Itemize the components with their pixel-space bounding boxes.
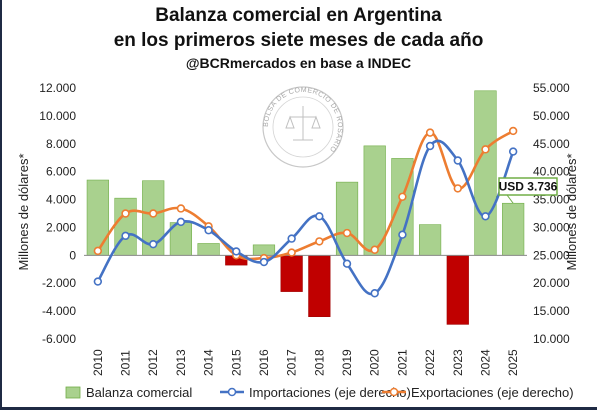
y-left-tick-label: 10.000 (39, 109, 76, 123)
x-tick-label-2013: 2013 (174, 349, 188, 376)
x-tick-label-2019: 2019 (340, 349, 354, 376)
chart-title: Balanza comercial en Argentina (155, 5, 442, 26)
bar-balanza-2016 (252, 244, 276, 256)
y-right-tick-label: 20.000 (533, 276, 570, 290)
y-axis-right-label: Millones de dólares* (564, 153, 579, 270)
point-exportaciones-2023 (453, 184, 462, 193)
point-importaciones-2011 (121, 231, 130, 241)
bar-balanza-2014 (197, 243, 220, 256)
bar-balanza-2010 (86, 179, 109, 256)
legend-swatch-balanza (65, 386, 81, 399)
legend-marker-exportaciones (389, 387, 399, 397)
point-exportaciones-2025 (508, 126, 518, 136)
y-axis-left-label: Millones de dólares* (16, 153, 31, 270)
y-left-tick-label: 6.000 (46, 165, 76, 179)
point-importaciones-2016 (259, 257, 269, 267)
point-exportaciones-2024 (481, 145, 490, 154)
point-importaciones-2022 (425, 141, 435, 151)
y-right-tick-label: 25.000 (533, 248, 570, 262)
annotation-leader (506, 194, 514, 204)
watermark-seal: BOLSA DE COMERCIO DE ROSARIO (262, 86, 344, 168)
point-importaciones-2024 (481, 212, 490, 221)
annotation-box (498, 177, 558, 196)
y-left-tick-label: 4.000 (46, 193, 76, 207)
x-tick-label-2022: 2022 (423, 349, 437, 376)
legend: Balanza comercial Importaciones (eje der… (65, 385, 574, 400)
point-exportaciones-2010 (93, 246, 103, 256)
x-tick-label-2017: 2017 (285, 349, 299, 376)
point-exportaciones-2013 (176, 204, 186, 213)
point-exportaciones-2019 (342, 228, 352, 238)
y-right-tick-label: 55.000 (533, 81, 570, 95)
x-tick-label-2024: 2024 (478, 349, 492, 376)
legend-marker-importaciones (227, 387, 237, 397)
chart-subtitle: @BCRmercados en base a INDEC (185, 55, 412, 71)
y-left-tick-label: 8.000 (46, 137, 76, 151)
x-tick-label-2012: 2012 (146, 349, 160, 376)
point-exportaciones-2017 (287, 248, 296, 257)
x-tick-label-2021: 2021 (395, 349, 409, 376)
point-exportaciones-2012 (149, 209, 158, 218)
bar-balanza-2017 (280, 255, 303, 292)
y-right-tick-label: 50.000 (533, 109, 570, 123)
point-exportaciones-2011 (121, 209, 130, 218)
x-tick-label-2016: 2016 (257, 349, 271, 376)
y-left-tick-label: -2.000 (42, 276, 76, 290)
point-importaciones-2020 (370, 289, 379, 298)
y-right-tick-label: 40.000 (533, 165, 570, 179)
y-left-tick-label: 0 (69, 248, 76, 262)
point-exportaciones-2021 (398, 192, 407, 201)
y-left-tick-label: -4.000 (42, 304, 76, 318)
x-tick-label-2014: 2014 (202, 349, 216, 376)
point-importaciones-2025 (508, 147, 518, 156)
x-tick-label-2023: 2023 (451, 349, 465, 376)
point-importaciones-2021 (398, 230, 407, 239)
bar-balanza-2022 (418, 224, 442, 256)
legend-label-exportaciones: Exportaciones (eje derecho) (411, 385, 574, 400)
point-importaciones-2013 (176, 217, 186, 227)
y-left-tick-label: -6.000 (42, 332, 76, 346)
y-right-tick-label: 10.000 (533, 332, 570, 346)
point-importaciones-2017 (287, 234, 296, 243)
y-left-tick-label: 12.000 (39, 81, 76, 95)
x-tick-label-2011: 2011 (119, 350, 133, 376)
y-right-tick-label: 45.000 (533, 137, 570, 151)
y-right-tick-label: 15.000 (533, 304, 570, 318)
point-exportaciones-2018 (315, 237, 324, 246)
x-tick-label-2025: 2025 (506, 349, 520, 376)
y-right-tick-label: 30.000 (533, 220, 570, 234)
point-exportaciones-2022 (425, 128, 435, 137)
bar-balanza-2025 (502, 202, 525, 256)
y-right-tick-label: 35.000 (533, 193, 570, 207)
point-exportaciones-2020 (370, 245, 379, 254)
y-left-tick-label: 2.000 (46, 220, 76, 234)
point-importaciones-2012 (149, 239, 158, 249)
point-importaciones-2014 (204, 226, 213, 235)
x-tick-label-2010: 2010 (91, 349, 105, 376)
bar-balanza-2019 (335, 181, 359, 256)
x-tick-label-2018: 2018 (312, 349, 326, 376)
legend-label-importaciones: Importaciones (eje derecho) (249, 385, 411, 400)
x-tick-label-2015: 2015 (229, 349, 243, 376)
x-tick-label-2020: 2020 (368, 349, 382, 376)
point-importaciones-2015 (232, 247, 241, 256)
point-importaciones-2023 (453, 156, 462, 165)
point-importaciones-2018 (315, 212, 324, 221)
point-importaciones-2019 (342, 259, 352, 268)
bar-balanza-2024 (474, 90, 497, 256)
annotation-label: USD 3.736 (499, 180, 558, 194)
legend-label-balanza: Balanza comercial (86, 385, 192, 400)
point-importaciones-2010 (93, 277, 103, 286)
bar-balanza-2018 (308, 255, 331, 317)
chart-title-line2: en los primeros siete meses de cada año (113, 30, 484, 51)
line-importaciones (96, 139, 515, 296)
bar-balanza-2023 (446, 255, 469, 325)
line-exportaciones (96, 129, 514, 261)
